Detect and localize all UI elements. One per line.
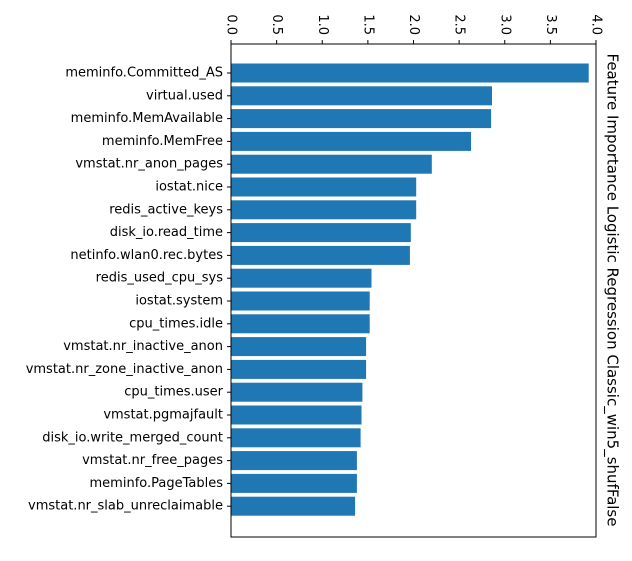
x-tick-label: 3.0	[497, 14, 512, 35]
category-label: iostat.nice	[155, 180, 223, 195]
x-tick-label: 4.0	[589, 14, 604, 35]
category-label: cpu_times.idle	[129, 316, 223, 331]
x-tick-label: 0.5	[269, 14, 284, 35]
x-tick-label: 2.5	[452, 14, 467, 35]
plot-frame	[230, 43, 597, 538]
category-label: meminfo.MemAvailable	[71, 111, 223, 126]
bar-meminfo-memfree	[231, 131, 471, 151]
bar-virtual-used	[231, 86, 492, 106]
x-tick-label: 3.5	[543, 14, 558, 35]
x-tick-label: 1.5	[360, 14, 375, 35]
bar-redis-used-cpu-sys	[231, 268, 372, 288]
category-label: vmstat.nr_anon_pages	[75, 157, 223, 172]
category-label: vmstat.nr_slab_unreclaimable	[28, 499, 223, 514]
category-label: disk_io.read_time	[110, 225, 223, 240]
bar-vmstat-nr-anon-pages	[231, 154, 432, 174]
category-label: meminfo.MemFree	[102, 134, 223, 149]
bar-iostat-nice	[231, 177, 417, 197]
category-label: redis_active_keys	[109, 202, 223, 217]
bar-disk-io-read-time	[231, 223, 411, 243]
bar-vmstat-nr-slab-unreclaimable	[231, 496, 356, 516]
bar-vmstat-nr-free-pages	[231, 451, 357, 471]
bar-iostat-system	[231, 291, 370, 311]
category-label: redis_used_cpu_sys	[96, 271, 224, 286]
category-label: meminfo.Committed_AS	[65, 66, 223, 81]
category-label: meminfo.PageTables	[90, 476, 224, 491]
category-labels-group: meminfo.Committed_AS virtual.used meminfo.…	[26, 66, 231, 514]
category-label: vmstat.nr_free_pages	[82, 453, 223, 468]
x-ticks-group: 0.0 0.5 1.0 1.5 2.0 2.5 3.0 3.5 4.0	[224, 14, 604, 44]
category-label: cpu_times.user	[124, 385, 223, 400]
category-label: vmstat.nr_zone_inactive_anon	[26, 362, 223, 377]
category-label: virtual.used	[146, 88, 223, 103]
category-label: netinfo.wlan0.rec.bytes	[70, 248, 223, 263]
bar-meminfo-pagetables	[231, 473, 357, 493]
bars-group	[231, 63, 589, 516]
bar-meminfo-committed-as	[231, 63, 589, 83]
bar-vmstat-pgmajfault	[231, 405, 362, 425]
chart-title: Feature Importance Logistic Regression C…	[603, 54, 622, 527]
bar-redis-active-keys	[231, 200, 417, 220]
bar-cpu-times-idle	[231, 314, 370, 334]
bar-meminfo-memavailable	[231, 109, 492, 129]
category-label: disk_io.write_merged_count	[42, 430, 223, 445]
x-tick-label: 2.0	[406, 14, 421, 35]
bar-netinfo-wlan0-rec-bytes	[231, 245, 410, 265]
x-tick-label: 1.0	[315, 14, 330, 35]
bar-vmstat-nr-zone-inactive-anon	[231, 359, 367, 379]
x-tick-label: 0.0	[224, 14, 239, 35]
category-label: iostat.system	[135, 294, 223, 309]
bar-disk-io-write-merged-count	[231, 428, 361, 448]
bar-vmstat-nr-inactive-anon	[231, 337, 367, 357]
category-label: vmstat.pgmajfault	[103, 408, 223, 423]
category-label: vmstat.nr_inactive_anon	[63, 339, 223, 354]
bar-cpu-times-user	[231, 382, 363, 402]
